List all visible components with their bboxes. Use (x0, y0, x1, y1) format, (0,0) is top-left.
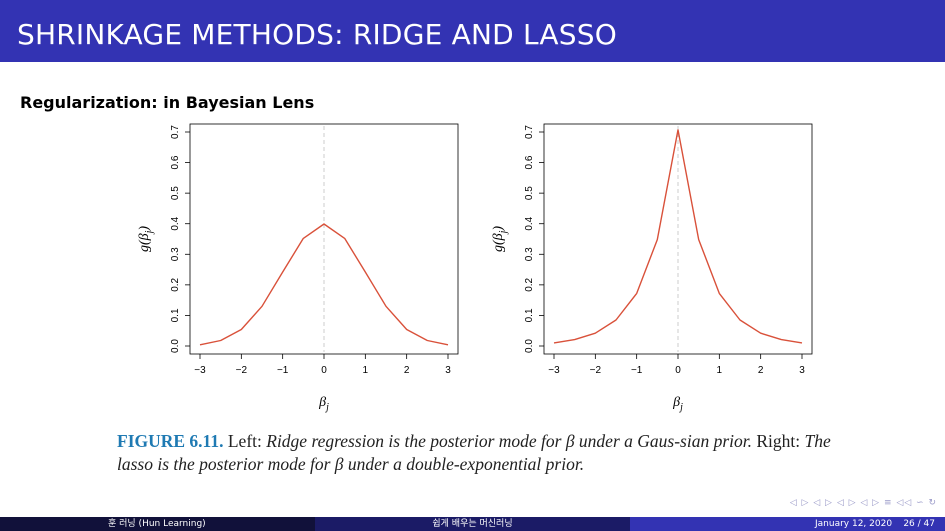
y-tick-label: 0.7 (170, 125, 181, 139)
section-heading: Regularization: in Bayesian Lens (20, 93, 315, 112)
y-tick-label: 0.1 (524, 308, 535, 322)
x-tick-label: 0 (675, 365, 681, 376)
footer-author: 훈 러닝 (Hun Learning) (108, 519, 206, 529)
y-axis-title: g(βj) (137, 226, 155, 252)
x-tick-label: −2 (590, 365, 602, 376)
x-axis-title: βj (672, 395, 683, 413)
x-tick-label: −3 (194, 365, 206, 376)
y-tick-label: 0.2 (170, 277, 181, 291)
lasso-density-plot: 0.0 0.1 0.2 0.3 0.4 0.5 0.6 0.7 −3 −2 −1 0 1 2 3 g(βj) β… (491, 123, 813, 413)
x-tick-label: 1 (363, 365, 369, 376)
x-tick-label: 1 (717, 365, 723, 376)
footer-page-number: 26 / 47 (903, 519, 935, 529)
y-tick-label: 0.2 (524, 277, 535, 291)
y-axis-title: g(βj) (491, 226, 509, 252)
caption-right-label: Right: (752, 431, 805, 451)
x-tick-label: −3 (548, 365, 560, 376)
x-tick-label: 3 (445, 365, 451, 376)
footer-course: 쉽게 배우는 머신러닝 (432, 519, 513, 529)
y-tick-label: 0.4 (170, 216, 181, 230)
x-tick-label: 0 (321, 365, 327, 376)
x-tick-label: 3 (799, 365, 805, 376)
x-tick-label: −1 (631, 365, 643, 376)
y-tick-label: 0.6 (524, 155, 535, 169)
figure-label: FIGURE 6.11. (117, 431, 224, 451)
x-tick-label: 2 (758, 365, 764, 376)
density-curve (199, 223, 449, 346)
y-tick-label: 0.6 (170, 155, 181, 169)
footer-left: 훈 러닝 (Hun Learning) (0, 517, 315, 531)
footer-middle: 쉽게 배우는 머신러닝 (315, 517, 630, 531)
figure-caption: FIGURE 6.11. Left: Ridge regression is t… (117, 430, 837, 476)
footer-right: January 12, 2020 26 / 47 (630, 517, 945, 531)
y-tick-label: 0.4 (524, 216, 535, 230)
density-curve (553, 129, 803, 344)
y-tick-label: 0.5 (170, 186, 181, 200)
x-tick-label: −2 (236, 365, 248, 376)
y-tick-label: 0.7 (524, 125, 535, 139)
beamer-navigation-icons[interactable]: ◁ ▷ ◁ ▷ ◁ ▷ ◁ ▷ ≡ ◁◁ ∽ ↻ (789, 498, 937, 508)
x-tick-label: −1 (277, 365, 289, 376)
footer-bar: 훈 러닝 (Hun Learning) 쉽게 배우는 머신러닝 January … (0, 517, 945, 531)
y-tick-label: 0.3 (170, 247, 181, 261)
y-tick-label: 0.0 (524, 339, 535, 353)
y-tick-label: 0.1 (170, 308, 181, 322)
caption-right-text: The lasso is the posterior mode for β un… (117, 431, 831, 474)
y-tick-label: 0.3 (524, 247, 535, 261)
x-tick-label: 2 (404, 365, 410, 376)
caption-left-label: Left: (223, 431, 267, 451)
title-bar: SHRINKAGE METHODS: RIDGE AND LASSO (0, 0, 945, 62)
ridge-density-plot: 0.0 0.1 0.2 0.3 0.4 0.5 0.6 0.7 −3 −2 −1 0 1 2 3 g(βj) β… (137, 123, 459, 413)
footer-date: January 12, 2020 (815, 519, 893, 529)
x-axis-title: βj (318, 395, 329, 413)
y-tick-label: 0.5 (524, 186, 535, 200)
slide-title: SHRINKAGE METHODS: RIDGE AND LASSO (17, 18, 617, 51)
caption-left-text: Ridge regression is the posterior mode f… (266, 431, 752, 451)
y-tick-label: 0.0 (170, 339, 181, 353)
